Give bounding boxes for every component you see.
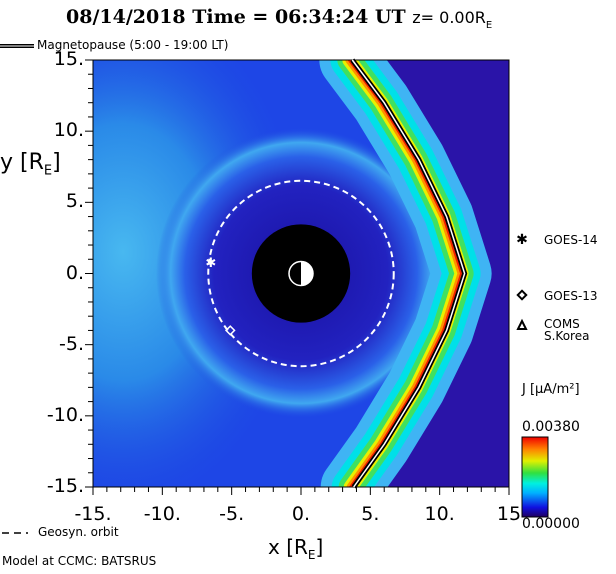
x-tick-label: 5.: [361, 503, 380, 525]
y-axis-label: y [RE]: [0, 150, 61, 179]
y-tick-label: -10.: [46, 403, 84, 426]
goes13-diamond-marker: [224, 325, 236, 336]
geosync-legend-label: Geosyn. orbit: [38, 525, 119, 539]
x-tick-label: 10.: [424, 503, 455, 525]
colorbar-min-label: 0.00000: [522, 516, 580, 532]
coms-legend-label: COMS S.Korea: [544, 317, 590, 343]
x-tick-label: 15: [496, 503, 522, 525]
coms-legend-triangle-icon: [516, 318, 528, 330]
goes14-star-marker: ✱: [205, 256, 216, 271]
x-tick-label: 0.: [291, 503, 311, 525]
goes13-legend-label: GOES-13: [544, 289, 598, 303]
current-band: [347, 60, 464, 487]
colorbar-quantity-label: J [µA/m²]: [522, 382, 580, 397]
colorbar-max-label: 0.00380: [522, 419, 580, 435]
colorbar: [521, 436, 549, 518]
goes14-legend-star-icon: ✱: [516, 232, 528, 248]
x-tick-label: -10.: [143, 503, 181, 525]
y-tick-label: -15.: [46, 475, 84, 497]
credit-label: Model at CCMC: BATSRUS: [2, 554, 157, 568]
title-slice-sub: E: [485, 19, 493, 31]
goes14-legend-label: GOES-14: [544, 233, 598, 247]
x-tick-label: -5.: [219, 503, 245, 525]
title-slice: z= 0.00R: [412, 8, 486, 27]
title-time: Time = 06:34:24 UT: [192, 6, 406, 28]
y-tick-label: 15.: [53, 48, 84, 70]
earth-day-night-icon: [288, 260, 314, 287]
magnetopause-legend-label: Magnetopause (5:00 - 19:00 LT): [37, 38, 229, 52]
goes13-legend-diamond-icon: [516, 289, 528, 301]
title-date: 08/14/2018: [66, 6, 186, 28]
magnetopause-line-inner: [351, 59, 466, 488]
x-tick-label: -15.: [74, 503, 112, 525]
chart-title: 08/14/2018 Time = 06:34:24 UT z= 0.00RE: [66, 6, 492, 31]
y-tick-label: 0.: [65, 261, 84, 284]
y-tick-label: 10.: [53, 119, 84, 142]
earth-day-side: [301, 261, 313, 286]
geosync-orbit-circle: [207, 179, 395, 368]
axis-ticks: [85, 59, 510, 495]
y-tick-label: 5.: [65, 190, 84, 213]
x-axis-label: x [RE]: [268, 535, 324, 562]
y-tick-label: -5.: [59, 332, 84, 355]
